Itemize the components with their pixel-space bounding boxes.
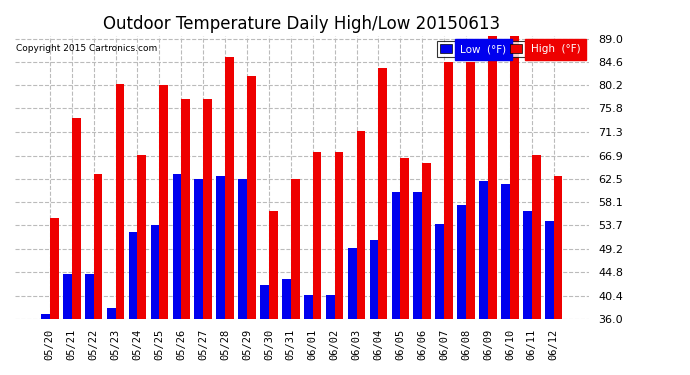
Bar [435,224,444,319]
Bar [203,99,212,319]
Bar [159,85,168,319]
Bar [313,152,322,319]
Bar [357,131,365,319]
Bar [172,174,181,319]
Bar [290,179,299,319]
Bar [532,155,540,319]
Bar [392,192,400,319]
Bar [150,225,159,319]
Bar [523,210,532,319]
Bar [195,179,203,319]
Bar [238,179,247,319]
Bar [225,57,234,319]
Bar [422,163,431,319]
Bar [115,84,124,319]
Bar [269,210,277,319]
Bar [63,274,72,319]
Bar [247,76,256,319]
Bar [85,274,94,319]
Bar [260,285,269,319]
Bar [348,248,357,319]
Bar [457,205,466,319]
Bar [378,68,387,319]
Bar [413,192,422,319]
Text: Copyright 2015 Cartronics.com: Copyright 2015 Cartronics.com [16,44,157,53]
Bar [488,36,497,319]
Bar [129,232,137,319]
Bar [545,221,553,319]
Bar [501,184,510,319]
Bar [217,176,225,319]
Bar [94,174,102,319]
Title: Outdoor Temperature Daily High/Low 20150613: Outdoor Temperature Daily High/Low 20150… [104,15,500,33]
Bar [72,118,81,319]
Bar [181,99,190,319]
Bar [41,314,50,319]
Bar [50,219,59,319]
Bar [282,279,290,319]
Bar [480,182,488,319]
Bar [370,240,378,319]
Bar [304,295,313,319]
Bar [335,152,344,319]
Bar [400,158,409,319]
Bar [107,309,115,319]
Bar [466,62,475,319]
Bar [137,155,146,319]
Bar [510,36,519,319]
Bar [553,176,562,319]
Bar [326,295,335,319]
Legend: Low  (°F), High  (°F): Low (°F), High (°F) [437,41,583,57]
Bar [444,62,453,319]
